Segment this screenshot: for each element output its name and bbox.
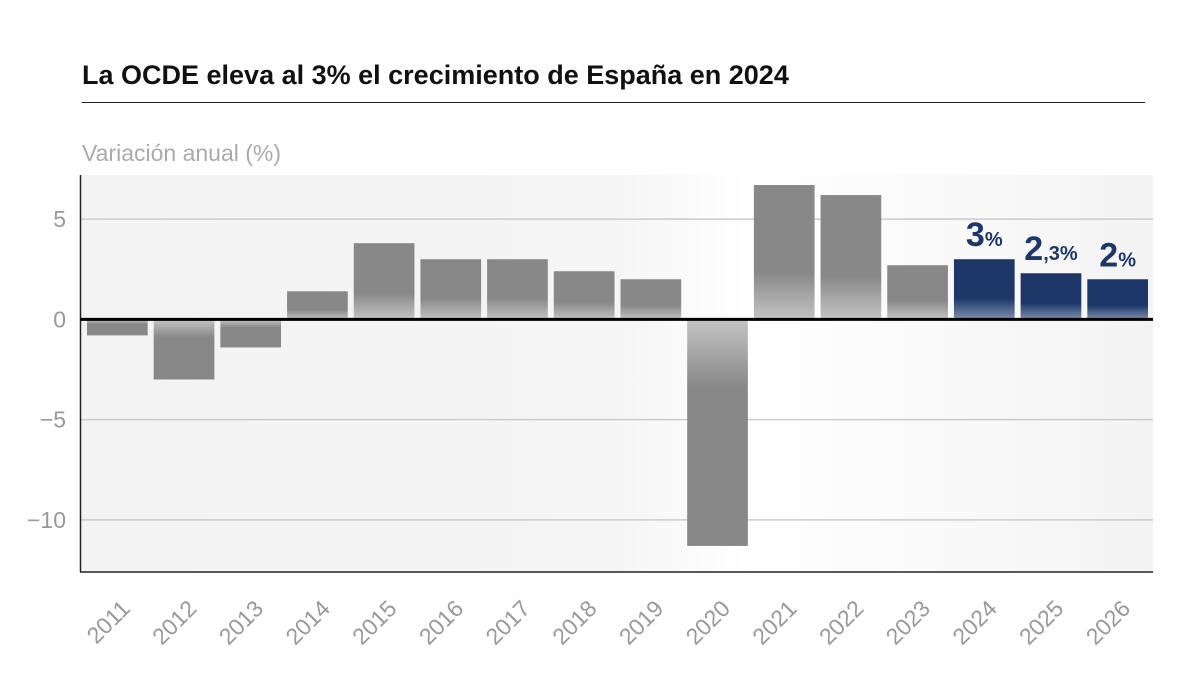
y-tick-label: −5	[40, 407, 66, 433]
bar-2012	[153, 319, 215, 380]
x-tick-label: 2023	[881, 595, 936, 650]
bar-2011	[87, 319, 148, 336]
chart-title: La OCDE eleva al 3% el crecimiento de Es…	[82, 60, 789, 90]
bar-2024	[953, 259, 1015, 320]
bar-2020	[687, 319, 748, 546]
x-tick-label: 2019	[614, 595, 669, 650]
x-tick-label: 2024	[947, 595, 1002, 650]
x-tick-label: 2021	[747, 595, 802, 650]
bar-2018	[553, 271, 615, 320]
bar-2026	[1087, 279, 1148, 320]
x-tick-label: 2014	[280, 595, 335, 650]
plot-background	[80, 175, 1153, 572]
x-tick-label: 2012	[147, 595, 202, 650]
bar-2015	[353, 243, 415, 320]
bar-2019	[620, 279, 682, 320]
bar-2014	[287, 291, 348, 320]
x-tick-label: 2026	[1081, 595, 1136, 650]
data-label-2024: 3%	[966, 216, 1003, 254]
bar-2022	[820, 195, 882, 320]
x-tick-label: 2022	[814, 595, 869, 650]
bar-2021	[753, 185, 815, 320]
y-tick-label: 0	[53, 306, 66, 332]
bar-2016	[420, 259, 482, 320]
bar-2017	[487, 259, 548, 320]
data-label-2025: 2,3%	[1024, 230, 1078, 268]
x-tick-label: 2025	[1014, 595, 1069, 650]
title-divider	[82, 102, 1145, 103]
y-axis-label: Variación anual (%)	[82, 140, 282, 166]
bar-2013	[220, 319, 282, 348]
bar-2023	[887, 265, 948, 320]
x-tick-label: 2017	[480, 595, 535, 650]
x-tick-label: 2018	[547, 595, 602, 650]
data-label-2026: 2%	[1099, 236, 1136, 274]
x-tick-label: 2015	[347, 595, 402, 650]
bar-2025	[1020, 273, 1082, 320]
x-tick-label: 2016	[414, 595, 469, 650]
y-tick-label: −10	[27, 507, 66, 533]
x-tick-label: 2020	[680, 595, 735, 650]
x-tick-label: 2011	[82, 595, 135, 648]
y-tick-label: 5	[53, 206, 66, 232]
x-tick-label: 2013	[214, 595, 269, 650]
